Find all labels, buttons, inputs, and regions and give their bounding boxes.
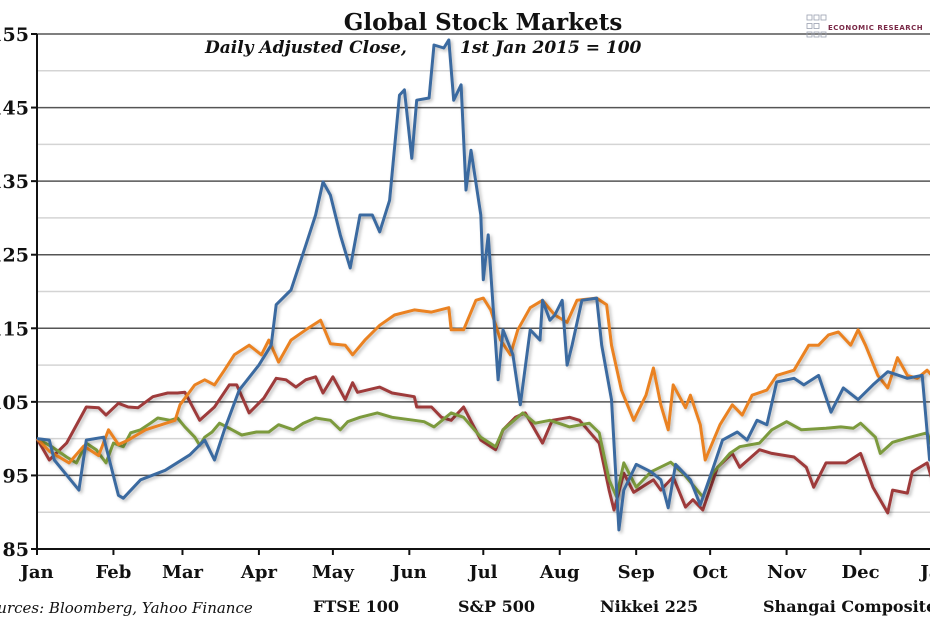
logo: ECONOMIC RESEARCH <box>806 14 923 38</box>
x-tick-label: Mar <box>162 562 204 583</box>
logo-text: ECONOMIC RESEARCH <box>828 24 923 32</box>
legend-item: Shangai Composite <box>733 597 930 616</box>
source-note: Sources: Bloomberg, Yahoo Finance <box>0 599 253 617</box>
x-tick-label: Sep <box>618 562 655 583</box>
x-tick-label: Aug <box>539 562 580 583</box>
legend-label: Shangai Composite <box>763 597 930 616</box>
y-tick-label: 115 <box>0 318 29 340</box>
y-tick-label: 135 <box>0 171 29 193</box>
legend-item: FTSE 100 <box>283 597 399 616</box>
gridlines <box>37 33 930 513</box>
logo-square <box>820 14 827 21</box>
legend-label: FTSE 100 <box>313 597 399 616</box>
x-tick-label: Dec <box>842 562 880 583</box>
x-tick-label: Nov <box>767 562 806 583</box>
legend-label: Nikkei 225 <box>600 597 698 616</box>
chart-subtitle-left: Daily Adjusted Close, <box>204 38 407 58</box>
tick-labels: 1551451351251151059585JanFebMarAprMayJun… <box>0 24 930 583</box>
chart-subtitle-right: 1st Jan 2015 = 100 <box>460 38 642 58</box>
logo-square <box>806 23 813 29</box>
y-tick-label: 125 <box>0 245 29 267</box>
legend-item: S&P 500 <box>428 597 535 616</box>
x-tick-label: May <box>312 562 355 583</box>
x-tick-label: Feb <box>96 562 132 583</box>
series-line-shangai-composite <box>36 38 930 532</box>
x-tick-label: Apr <box>240 562 278 583</box>
logo-squares-icon <box>806 14 827 38</box>
legend-label: S&P 500 <box>458 597 535 616</box>
series-lines <box>35 38 930 532</box>
y-tick-label: 85 <box>3 539 29 561</box>
y-tick-label: 155 <box>0 24 29 46</box>
chart-title: Global Stock Markets <box>344 9 623 36</box>
legend: FTSE 100 S&P 500 Nikkei 225 Shangai Composi… <box>283 597 930 616</box>
x-tick-label: Oct <box>693 562 729 583</box>
series-line-nikkei-225 <box>35 296 930 465</box>
y-tick-label: 95 <box>3 465 29 487</box>
x-tick-label: Jan <box>18 562 53 583</box>
logo-square <box>813 23 820 29</box>
y-tick-label: 145 <box>0 98 29 120</box>
legend-item: Nikkei 225 <box>570 597 698 616</box>
y-tick-label: 105 <box>0 392 29 414</box>
x-tick-label: Jun <box>390 562 427 583</box>
axes <box>31 33 930 555</box>
series-line-ftse-100 <box>35 375 930 515</box>
logo-square <box>806 14 813 21</box>
logo-square <box>813 31 820 38</box>
x-tick-label: Jul <box>467 562 498 583</box>
logo-square <box>806 31 813 38</box>
logo-square <box>820 31 827 38</box>
series-line-s-p-500 <box>36 411 930 499</box>
logo-square <box>813 14 820 21</box>
x-tick-label: Jan <box>918 562 930 583</box>
